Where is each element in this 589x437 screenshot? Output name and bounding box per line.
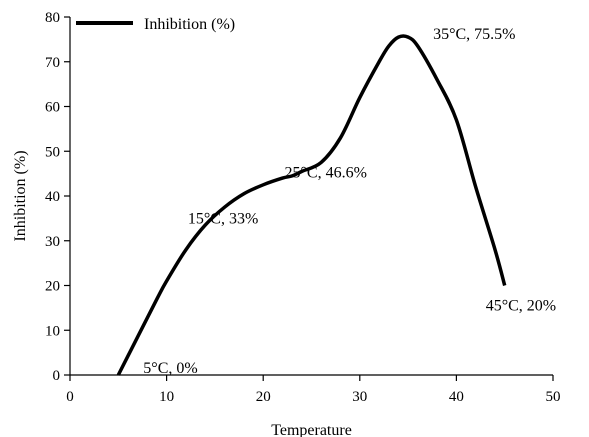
y-tick-label: 60 [45, 100, 60, 116]
x-tick-label: 40 [449, 389, 464, 405]
x-tick-label: 10 [159, 389, 174, 405]
x-ticks: 0 10 20 30 40 50 [66, 375, 561, 405]
y-tick-label: 30 [45, 234, 60, 250]
data-label: 35°C, 75.5% [433, 26, 515, 43]
data-label: 25°C, 46.6% [285, 164, 367, 181]
y-axis-label: Inhibition (%) [12, 150, 29, 241]
y-tick-label: 40 [45, 189, 60, 205]
x-tick-label: 30 [352, 389, 367, 405]
y-tick-label: 80 [45, 10, 60, 26]
y-tick-label: 0 [53, 368, 61, 384]
x-tick-label: 50 [546, 389, 561, 405]
y-tick-label: 10 [45, 323, 60, 339]
data-label: 5°C, 0% [143, 360, 197, 377]
series-layer [116, 34, 507, 376]
y-tick-label: 20 [45, 279, 60, 295]
annotations: 5°C, 0% 15°C, 33% 25°C, 46.6% 35°C, 75.5% 45… [143, 26, 556, 377]
y-tick-label: 70 [45, 55, 60, 71]
series-line-inhibition [116, 34, 507, 376]
data-label: 45°C, 20% [486, 298, 556, 315]
x-tick-label: 0 [66, 389, 74, 405]
y-ticks: 0 10 20 30 40 50 60 70 80 [45, 10, 70, 384]
x-tick-label: 20 [256, 389, 271, 405]
x-axis-label: Temperature [271, 422, 352, 437]
y-tick-label: 50 [45, 144, 60, 160]
legend: Inhibition (%) [76, 16, 235, 33]
axes: 0 10 20 30 40 50 0 10 20 30 40 50 60 70 80 [45, 10, 561, 405]
legend-label: Inhibition (%) [144, 16, 235, 33]
data-label: 15°C, 33% [188, 210, 258, 227]
